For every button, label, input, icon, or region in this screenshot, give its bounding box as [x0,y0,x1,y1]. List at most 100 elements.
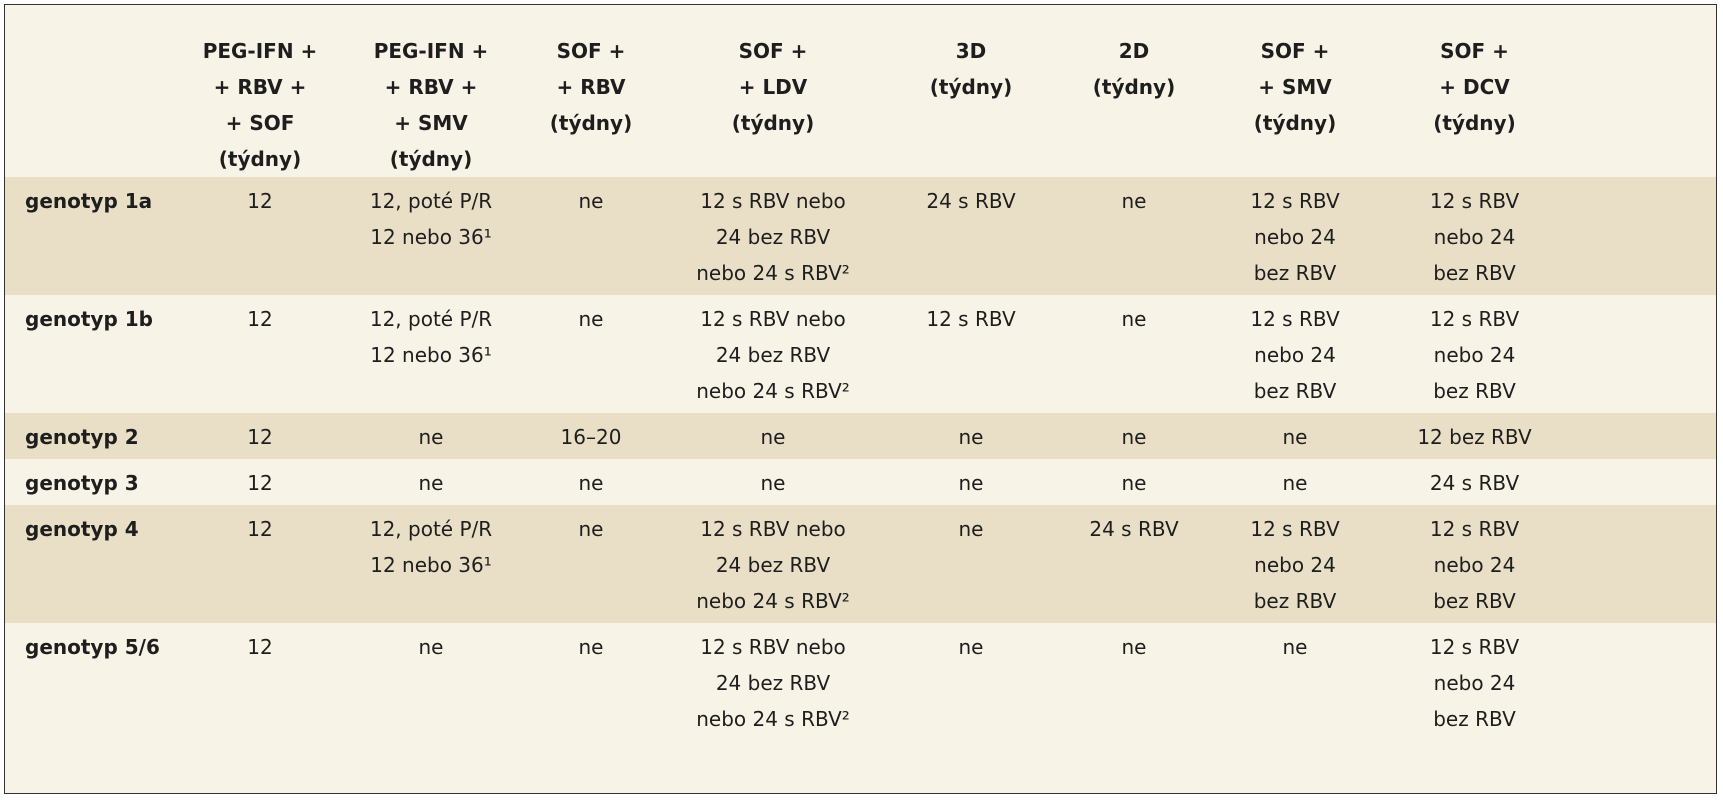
cell-line: 24 bez RBV [715,343,831,367]
table-cell: ne [1207,459,1383,505]
table-cell: 12 [175,413,345,459]
table-cell: 12 bez RBV [1383,413,1716,459]
header-cell: PEG-IFN + + RBV + + SMV (týdny) [345,5,517,177]
cell-line: 12 s RBV nebo [700,635,846,659]
cell-line: ne [1121,307,1147,331]
table-cell: 12 s RBV nebo 24 bez RBV [1207,295,1383,413]
table-cell: 16–20 [517,413,665,459]
cell-line: ne [1121,425,1147,449]
table-row: genotyp 2 12 ne 16–20 ne ne ne ne 12 bez RBV [5,413,1716,459]
table-cell: 12 s RBV nebo 24 bez RBV [1207,177,1383,295]
cell-line: SOF + [556,39,626,63]
cell-line: SOF + [1260,39,1330,63]
cell-line: + RBV + [384,75,478,99]
header-cell: SOF + + LDV (týdny) [665,5,881,177]
cell-line: 12 [247,471,273,495]
cell-line: 24 bez RBV [715,671,831,695]
cell-line: + SMV [394,111,468,135]
cell-line: ne [578,307,604,331]
table-cell: ne [881,505,1061,623]
cell-line: ne [578,635,604,659]
cell-line: 12 s RBV [1429,635,1520,659]
table-cell: 24 s RBV [881,177,1061,295]
cell-line: ne [760,471,786,495]
cell-line: 12 s RBV [1429,189,1520,213]
cell-line: ne [1282,635,1308,659]
table-cell: 12 s RBV nebo 24 bez RBV [1383,177,1716,295]
cell-line: ne [1121,635,1147,659]
cell-line: 12 [247,189,273,213]
table-cell: ne [517,623,665,741]
cell-line: bez RBV [1433,261,1516,285]
cell-line: 24 bez RBV [715,553,831,577]
table-cell: 24 s RBV [1383,459,1716,505]
cell-line: nebo 24 s RBV² [696,379,850,403]
cell-line: (týdny) [731,111,815,135]
table-cell: 12 s RBV nebo 24 bez RBV [1207,505,1383,623]
table-cell: 12 [175,459,345,505]
table-body: genotyp 1a 12 12, poté P/R 12 nebo 36¹ ne 12 … [5,177,1716,741]
cell-line: 12 nebo 36¹ [370,225,492,249]
cell-line: 3D [955,39,987,63]
header-cell: SOF + + SMV (týdny) [1207,5,1383,177]
header-cell: 2D (týdny) [1061,5,1207,177]
cell-line: ne [958,471,984,495]
cell-line: 16–20 [560,425,622,449]
cell-line: (týdny) [1253,111,1337,135]
table-cell: 12, poté P/R 12 nebo 36¹ [345,177,517,295]
cell-line: 12, poté P/R [369,307,493,331]
cell-line: ne [1121,471,1147,495]
cell-line: + SOF [225,111,295,135]
row-label: genotyp 3 [25,471,139,495]
table-cell: 12 s RBV nebo 24 bez RBV [1383,505,1716,623]
table-cell: ne [517,505,665,623]
table-cell: ne [1061,295,1207,413]
cell-line: nebo 24 [1254,225,1336,249]
header-cell: 3D (týdny) [881,5,1061,177]
table-cell: 12 s RBV nebo 24 bez RBV nebo 24 s RBV² [665,295,881,413]
cell-line: 24 bez RBV [715,225,831,249]
table-cell: ne [665,459,881,505]
row-label: genotyp 1a [25,189,153,213]
table-cell: ne [517,295,665,413]
cell-line: ne [958,517,984,541]
cell-line: nebo 24 [1433,671,1516,695]
row-label: genotyp 2 [25,425,139,449]
cell-line: 12 s RBV nebo [700,307,846,331]
cell-line: bez RBV [1433,707,1516,731]
table-cell: ne [1061,413,1207,459]
cell-line: bez RBV [1253,261,1337,285]
cell-line: ne [958,425,984,449]
table-cell: 12 s RBV nebo 24 bez RBV nebo 24 s RBV² [665,177,881,295]
cell-line: 12 [247,635,273,659]
cell-line: 12, poté P/R [369,189,493,213]
cell-line: + RBV + [213,75,307,99]
cell-line: (týdny) [549,111,633,135]
corner-cell [5,5,175,177]
cell-line: 12 s RBV [1250,189,1340,213]
table-cell: 12 s RBV [881,295,1061,413]
cell-line: 12 nebo 36¹ [370,343,492,367]
header-cell: PEG-IFN + + RBV + + SOF (týdny) [175,5,345,177]
cell-line: ne [578,471,604,495]
table-row: genotyp 4 12 12, poté P/R 12 nebo 36¹ ne 12 s… [5,505,1716,623]
cell-line: 12 s RBV nebo [700,517,846,541]
cell-line: 12 nebo 36¹ [370,553,492,577]
table-cell: 12 [175,623,345,741]
cell-line: bez RBV [1433,379,1516,403]
cell-line: nebo 24 [1254,343,1336,367]
table-row: genotyp 1b 12 12, poté P/R 12 nebo 36¹ ne 12 … [5,295,1716,413]
table-frame: PEG-IFN + + RBV + + SOF (týdny) PEG-IFN + + R… [4,4,1717,794]
cell-line: ne [578,517,604,541]
cell-line: 12 bez RBV [1417,425,1532,449]
table-cell: ne [1061,177,1207,295]
table-row: genotyp 3 12 ne ne ne ne ne ne 24 s RBV [5,459,1716,505]
cell-line: 12 s RBV [1429,307,1520,331]
cell-line: (týdny) [1092,75,1176,99]
table-cell: ne [1061,623,1207,741]
table: PEG-IFN + + RBV + + SOF (týdny) PEG-IFN + + R… [5,5,1716,741]
cell-line: ne [1121,189,1147,213]
cell-line: 12 [247,307,273,331]
table-cell: 12 s RBV nebo 24 bez RBV nebo 24 s RBV² [665,623,881,741]
cell-line: SOF + [738,39,808,63]
